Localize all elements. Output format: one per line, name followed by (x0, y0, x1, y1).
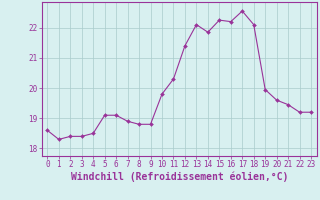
X-axis label: Windchill (Refroidissement éolien,°C): Windchill (Refroidissement éolien,°C) (70, 172, 288, 182)
